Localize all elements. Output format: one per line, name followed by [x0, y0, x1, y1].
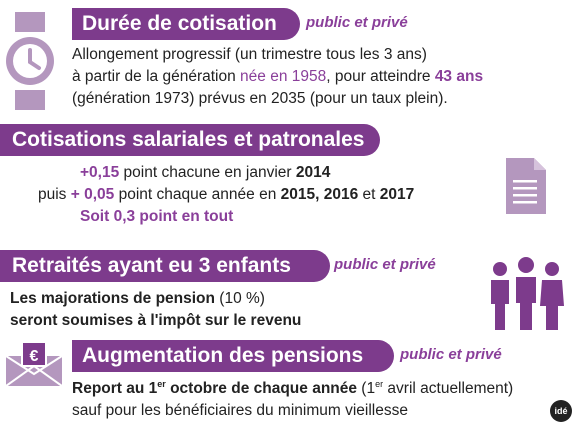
- pensions-sup-2: er: [375, 378, 384, 389]
- duree-line-1: Allongement progressif (un trimestre tou…: [72, 46, 427, 63]
- envelope-euro-icon: €: [4, 340, 64, 393]
- cotisations-line-1-b: point chacune en janvier: [119, 164, 296, 181]
- pensions-line-1: Report au 1er octobre de chaque année (1…: [72, 378, 513, 399]
- cotisations-year-2014: 2014: [295, 164, 331, 181]
- cotisations-line-2-a: puis: [38, 186, 71, 203]
- envelope-euro-symbol: €: [30, 348, 39, 365]
- pensions-report-b: octobre de chaque année: [165, 380, 357, 397]
- pensions-current-b: avril actuellement): [383, 380, 514, 397]
- duree-line-2: à partir de la génération née en 1958, p…: [72, 66, 483, 87]
- cotisations-line-1: +0,15 point chacune en janvier 2014: [80, 162, 330, 183]
- duree-birth-year: née en 1958: [240, 68, 327, 85]
- logo-ide: idé: [550, 400, 572, 422]
- cotisations-total: Soit 0,3 point en tout: [80, 208, 234, 225]
- pensions-current-a: (1: [357, 380, 376, 397]
- scope-label-duree: public et privé: [306, 14, 408, 31]
- cotisations-increase-yearly: + 0,05: [70, 186, 115, 203]
- retraites-majorations: Les majorations de pension: [10, 290, 215, 307]
- family-icon: [486, 256, 568, 337]
- document-icon: [504, 156, 548, 221]
- pensions-report-a: Report au 1: [72, 380, 158, 397]
- section-title-retraites: Retraités ayant eu 3 enfants: [0, 250, 330, 282]
- pensions-sup-1: er: [157, 378, 166, 389]
- section-title-cotisations: Cotisations salariales et patronales: [0, 124, 380, 156]
- cotisations-year-2017: 2017: [379, 186, 415, 203]
- scope-label-retraites: public et privé: [334, 256, 436, 273]
- retraites-percent: (10 %): [215, 290, 265, 307]
- retraites-line-1: Les majorations de pension (10 %): [10, 288, 265, 309]
- scope-label-pensions: public et privé: [400, 346, 502, 363]
- watch-icon: [4, 10, 56, 117]
- retraites-line-2: seront soumises à l'impôt sur le revenu: [10, 312, 302, 329]
- cotisations-line-2-e: et: [358, 186, 380, 203]
- duree-target-years: 43 ans: [434, 68, 484, 85]
- cotisations-increase-2014: +0,15: [80, 164, 120, 181]
- section-title-pensions: Augmentation des pensions: [72, 340, 394, 372]
- section-title-duree: Durée de cotisation: [72, 8, 300, 40]
- duree-line-3: (génération 1973) prévus en 2035 (pour u…: [72, 90, 448, 107]
- cotisations-years-a: 2015, 2016: [280, 186, 359, 203]
- pensions-report: Report au 1er octobre de chaque année: [72, 378, 357, 397]
- cotisations-line-2: puis + 0,05 point chaque année en 2015, …: [38, 184, 414, 205]
- duree-line-2-a: à partir de la génération: [72, 68, 241, 85]
- pensions-line-2: sauf pour les bénéficiaires du minimum v…: [72, 402, 408, 419]
- cotisations-line-2-c: point chaque année en: [114, 186, 281, 203]
- duree-line-2-c: , pour atteindre: [326, 68, 435, 85]
